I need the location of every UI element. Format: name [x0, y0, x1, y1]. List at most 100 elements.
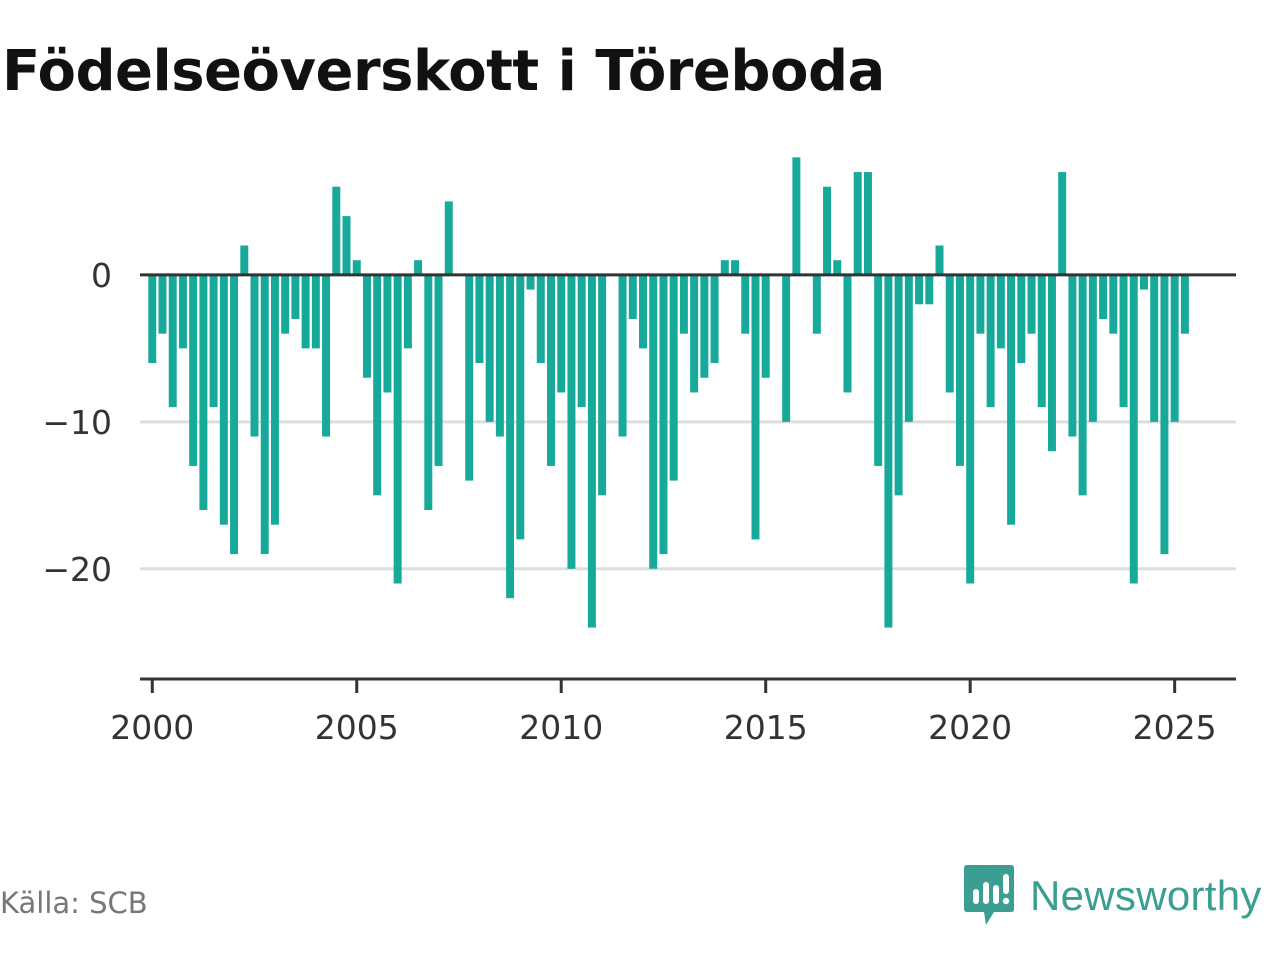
bar: [424, 274, 433, 511]
bar: [751, 274, 760, 540]
bar: [741, 274, 750, 334]
bar: [1180, 274, 1189, 334]
bar: [168, 274, 177, 408]
bar: [250, 274, 259, 437]
bar: [812, 274, 821, 334]
bar: [577, 274, 586, 408]
bar: [219, 274, 228, 525]
bar: [444, 201, 453, 275]
bar: [240, 245, 249, 275]
bar: [915, 274, 924, 305]
bar: [884, 274, 893, 628]
bar: [557, 274, 566, 393]
bar: [679, 274, 688, 334]
bar: [669, 274, 678, 481]
bar: [945, 274, 954, 393]
brand-logo[interactable]: Newsworthy: [964, 864, 1262, 928]
brand-name: Newsworthy: [1030, 872, 1262, 919]
bar: [731, 260, 740, 275]
bar: [904, 274, 913, 422]
x-tick-label: 2020: [928, 708, 1012, 747]
bar: [628, 274, 637, 319]
bar: [536, 274, 545, 364]
bar: [1088, 274, 1097, 422]
bar: [1099, 274, 1108, 319]
bar: [178, 274, 187, 349]
bar: [598, 274, 607, 496]
bar: [792, 157, 801, 275]
bar: [506, 274, 515, 599]
bar: [270, 274, 279, 525]
source-note: Källa: SCB: [0, 886, 148, 920]
bar: [352, 260, 361, 275]
bar: [1007, 274, 1016, 525]
bar: [281, 274, 290, 334]
bar: [342, 216, 351, 275]
bar: [383, 274, 392, 393]
grid-lines: [140, 420, 1236, 571]
y-tick-label: −10: [42, 403, 112, 442]
bar: [516, 274, 525, 540]
bar: [373, 274, 382, 496]
bar: [1139, 274, 1148, 290]
bar: [761, 274, 770, 378]
bar: [720, 260, 729, 275]
page-title: Födelseöverskott i Töreboda: [2, 39, 885, 104]
bar: [1037, 274, 1046, 408]
bar: [403, 274, 412, 349]
bar: [863, 172, 872, 275]
bar: [935, 245, 944, 275]
bar: [1058, 172, 1067, 275]
bar: [618, 274, 627, 437]
bar: [495, 274, 504, 437]
bar: [189, 274, 198, 466]
bar: [833, 260, 842, 275]
bar-series: [148, 157, 1189, 628]
bar: [567, 274, 576, 569]
bar: [158, 274, 167, 334]
bar: [547, 274, 555, 466]
bar: [260, 274, 269, 555]
bar: [823, 186, 832, 275]
bar: [1160, 274, 1169, 555]
bar: [996, 274, 1005, 349]
bar: [291, 274, 300, 319]
bar: [1150, 274, 1159, 422]
bar: [710, 274, 719, 364]
bar: [199, 274, 208, 511]
x-tick-label: 2000: [110, 708, 194, 747]
bar: [955, 274, 964, 466]
bar: [362, 274, 371, 378]
bar: [1119, 274, 1128, 408]
y-axis-ticks: −20 −10 0: [42, 256, 112, 589]
x-axis-ticks: 2000 2005 2010 2015 2020 2025: [110, 679, 1217, 747]
bar: [332, 186, 341, 275]
bar: [311, 274, 320, 349]
bar: [1068, 274, 1077, 437]
bar: [639, 274, 648, 349]
bar: [700, 274, 709, 378]
bar: [894, 274, 903, 496]
bar: [843, 274, 852, 393]
bar: [690, 274, 699, 393]
bar: [659, 274, 668, 555]
bar: [393, 274, 402, 584]
bar: [209, 274, 218, 408]
bar: [230, 274, 239, 555]
bar: [148, 274, 157, 364]
bar: [1027, 274, 1036, 334]
bar: [925, 274, 934, 305]
bar: [874, 274, 883, 466]
bar: [1047, 274, 1056, 452]
bar: [976, 274, 985, 334]
bar: [649, 274, 658, 569]
bar: [1109, 274, 1118, 334]
bar: [414, 260, 423, 275]
bar: [465, 274, 474, 481]
bar: [966, 274, 975, 584]
bar: [475, 274, 484, 364]
bar: [301, 274, 310, 349]
bar: [526, 274, 535, 290]
y-tick-label: −20: [42, 550, 112, 589]
